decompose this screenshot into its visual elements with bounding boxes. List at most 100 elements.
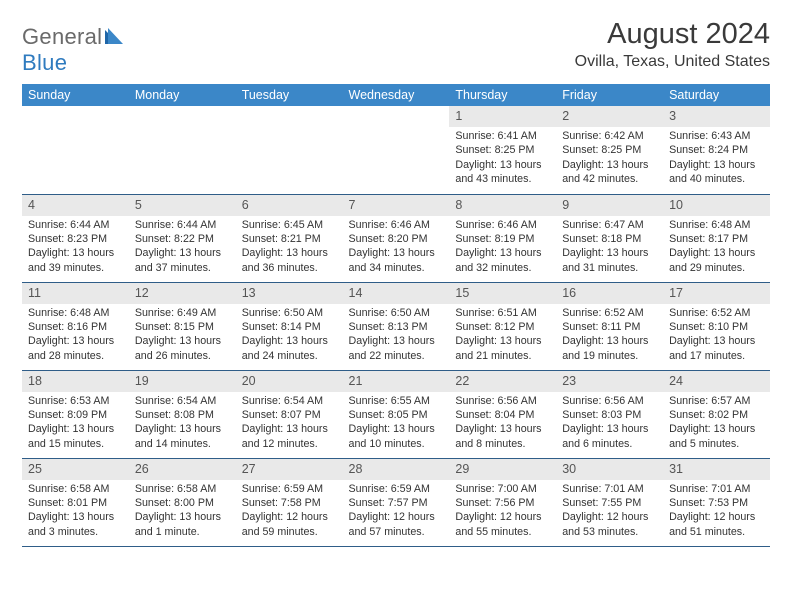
day-number: 2 (556, 106, 663, 127)
day-number: 28 (343, 459, 450, 480)
sunrise-line: Sunrise: 6:53 AM (28, 394, 123, 408)
day-number: 30 (556, 459, 663, 480)
day-number (236, 106, 343, 127)
sunrise-line: Sunrise: 7:00 AM (455, 482, 550, 496)
day-number: 18 (22, 371, 129, 392)
header: General Blue August 2024 Ovilla, Texas, … (22, 18, 770, 76)
daylight-line: Daylight: 12 hours and 57 minutes. (349, 510, 444, 539)
sunset-line: Sunset: 8:25 PM (455, 143, 550, 157)
sunrise-line: Sunrise: 6:56 AM (455, 394, 550, 408)
calendar-day-cell: 16Sunrise: 6:52 AMSunset: 8:11 PMDayligh… (556, 282, 663, 370)
daylight-line: Daylight: 12 hours and 53 minutes. (562, 510, 657, 539)
logo-text-blue: Blue (22, 50, 67, 75)
day-number: 1 (449, 106, 556, 127)
sunset-line: Sunset: 8:18 PM (562, 232, 657, 246)
calendar-day-cell (343, 106, 450, 194)
day-details: Sunrise: 6:57 AMSunset: 8:02 PMDaylight:… (663, 392, 770, 456)
sunrise-line: Sunrise: 6:52 AM (562, 306, 657, 320)
calendar-day-cell: 19Sunrise: 6:54 AMSunset: 8:08 PMDayligh… (129, 370, 236, 458)
day-number: 16 (556, 283, 663, 304)
calendar-week-row: 18Sunrise: 6:53 AMSunset: 8:09 PMDayligh… (22, 370, 770, 458)
daylight-line: Daylight: 13 hours and 6 minutes. (562, 422, 657, 451)
sunset-line: Sunset: 7:57 PM (349, 496, 444, 510)
day-number: 4 (22, 195, 129, 216)
day-details: Sunrise: 6:44 AMSunset: 8:23 PMDaylight:… (22, 216, 129, 280)
logo-flag-icon (105, 24, 127, 49)
weekday-header: Saturday (663, 84, 770, 106)
sunrise-line: Sunrise: 6:44 AM (28, 218, 123, 232)
sunrise-line: Sunrise: 6:52 AM (669, 306, 764, 320)
day-details: Sunrise: 6:56 AMSunset: 8:03 PMDaylight:… (556, 392, 663, 456)
calendar-day-cell: 12Sunrise: 6:49 AMSunset: 8:15 PMDayligh… (129, 282, 236, 370)
day-details: Sunrise: 6:46 AMSunset: 8:19 PMDaylight:… (449, 216, 556, 280)
sunrise-line: Sunrise: 6:50 AM (242, 306, 337, 320)
sunrise-line: Sunrise: 6:48 AM (669, 218, 764, 232)
day-number: 15 (449, 283, 556, 304)
calendar-day-cell: 23Sunrise: 6:56 AMSunset: 8:03 PMDayligh… (556, 370, 663, 458)
day-details (22, 127, 129, 133)
daylight-line: Daylight: 13 hours and 34 minutes. (349, 246, 444, 275)
calendar-day-cell: 5Sunrise: 6:44 AMSunset: 8:22 PMDaylight… (129, 194, 236, 282)
daylight-line: Daylight: 13 hours and 17 minutes. (669, 334, 764, 363)
weekday-header: Monday (129, 84, 236, 106)
daylight-line: Daylight: 13 hours and 28 minutes. (28, 334, 123, 363)
sunrise-line: Sunrise: 6:47 AM (562, 218, 657, 232)
calendar-day-cell: 4Sunrise: 6:44 AMSunset: 8:23 PMDaylight… (22, 194, 129, 282)
daylight-line: Daylight: 13 hours and 15 minutes. (28, 422, 123, 451)
sunset-line: Sunset: 8:23 PM (28, 232, 123, 246)
daylight-line: Daylight: 13 hours and 26 minutes. (135, 334, 230, 363)
day-details: Sunrise: 6:53 AMSunset: 8:09 PMDaylight:… (22, 392, 129, 456)
calendar-day-cell: 25Sunrise: 6:58 AMSunset: 8:01 PMDayligh… (22, 458, 129, 546)
day-details: Sunrise: 6:55 AMSunset: 8:05 PMDaylight:… (343, 392, 450, 456)
daylight-line: Daylight: 13 hours and 8 minutes. (455, 422, 550, 451)
sunrise-line: Sunrise: 6:50 AM (349, 306, 444, 320)
calendar-day-cell: 29Sunrise: 7:00 AMSunset: 7:56 PMDayligh… (449, 458, 556, 546)
day-details: Sunrise: 6:54 AMSunset: 8:08 PMDaylight:… (129, 392, 236, 456)
logo: General Blue (22, 24, 127, 76)
sunrise-line: Sunrise: 6:46 AM (349, 218, 444, 232)
day-details: Sunrise: 6:58 AMSunset: 8:00 PMDaylight:… (129, 480, 236, 544)
day-number (343, 106, 450, 127)
sunset-line: Sunset: 8:24 PM (669, 143, 764, 157)
sunrise-line: Sunrise: 6:41 AM (455, 129, 550, 143)
day-details (129, 127, 236, 133)
day-number: 29 (449, 459, 556, 480)
sunset-line: Sunset: 8:00 PM (135, 496, 230, 510)
day-details: Sunrise: 6:54 AMSunset: 8:07 PMDaylight:… (236, 392, 343, 456)
day-number: 19 (129, 371, 236, 392)
calendar-day-cell: 9Sunrise: 6:47 AMSunset: 8:18 PMDaylight… (556, 194, 663, 282)
day-number: 17 (663, 283, 770, 304)
day-number: 22 (449, 371, 556, 392)
calendar-day-cell: 26Sunrise: 6:58 AMSunset: 8:00 PMDayligh… (129, 458, 236, 546)
day-number: 7 (343, 195, 450, 216)
sunset-line: Sunset: 7:53 PM (669, 496, 764, 510)
day-number: 13 (236, 283, 343, 304)
weekday-header: Sunday (22, 84, 129, 106)
sunrise-line: Sunrise: 6:55 AM (349, 394, 444, 408)
sunrise-line: Sunrise: 6:42 AM (562, 129, 657, 143)
calendar-day-cell: 31Sunrise: 7:01 AMSunset: 7:53 PMDayligh… (663, 458, 770, 546)
weekday-header: Tuesday (236, 84, 343, 106)
sunrise-line: Sunrise: 6:54 AM (135, 394, 230, 408)
daylight-line: Daylight: 12 hours and 51 minutes. (669, 510, 764, 539)
sunrise-line: Sunrise: 6:56 AM (562, 394, 657, 408)
daylight-line: Daylight: 13 hours and 40 minutes. (669, 158, 764, 187)
daylight-line: Daylight: 13 hours and 24 minutes. (242, 334, 337, 363)
calendar-day-cell (129, 106, 236, 194)
sunset-line: Sunset: 8:14 PM (242, 320, 337, 334)
day-number: 11 (22, 283, 129, 304)
daylight-line: Daylight: 12 hours and 55 minutes. (455, 510, 550, 539)
sunset-line: Sunset: 8:20 PM (349, 232, 444, 246)
day-details: Sunrise: 6:59 AMSunset: 7:57 PMDaylight:… (343, 480, 450, 544)
calendar-day-cell (22, 106, 129, 194)
calendar-day-cell: 21Sunrise: 6:55 AMSunset: 8:05 PMDayligh… (343, 370, 450, 458)
day-details: Sunrise: 6:50 AMSunset: 8:13 PMDaylight:… (343, 304, 450, 368)
sunset-line: Sunset: 8:05 PM (349, 408, 444, 422)
day-details: Sunrise: 6:52 AMSunset: 8:11 PMDaylight:… (556, 304, 663, 368)
sunset-line: Sunset: 8:04 PM (455, 408, 550, 422)
day-details: Sunrise: 6:59 AMSunset: 7:58 PMDaylight:… (236, 480, 343, 544)
daylight-line: Daylight: 13 hours and 5 minutes. (669, 422, 764, 451)
sunrise-line: Sunrise: 6:43 AM (669, 129, 764, 143)
month-title: August 2024 (575, 18, 770, 51)
sunrise-line: Sunrise: 6:59 AM (242, 482, 337, 496)
